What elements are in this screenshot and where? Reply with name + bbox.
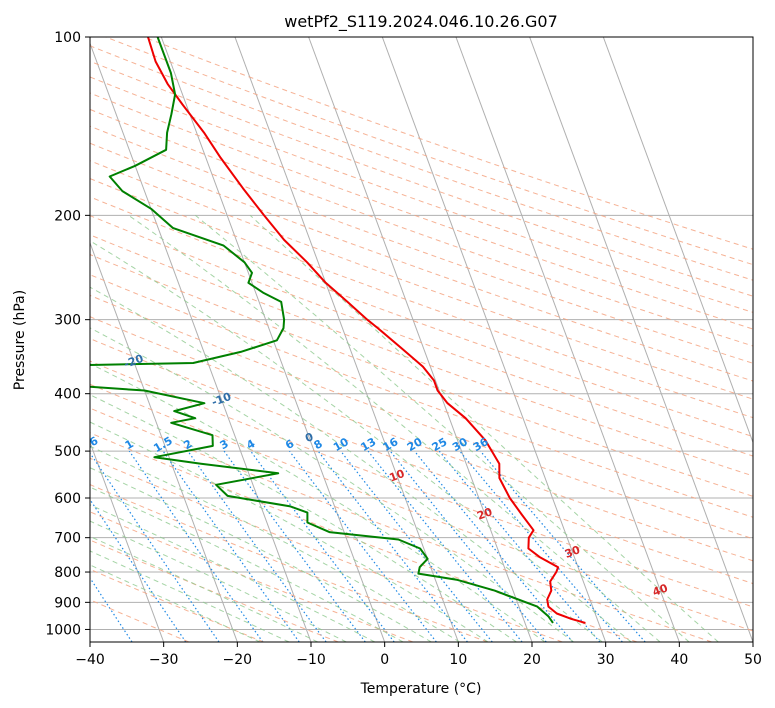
- dry-adiabat: [90, 316, 753, 562]
- mixing-ratio-line: [90, 576, 133, 642]
- isotherm-line: [602, 37, 753, 444]
- isotherm-line: [90, 241, 238, 642]
- plot-frame: [89, 36, 754, 643]
- mixing-ratio-label: 0.2: [0, 434, 19, 455]
- isotherm-label: -20: [122, 352, 145, 371]
- mixing-ratio-line: [223, 450, 366, 642]
- mixing-ratio-label: 0.6: [77, 434, 101, 455]
- moist-adiabat: [90, 564, 261, 642]
- isotherm-line: [90, 441, 165, 642]
- x-tick-label: 40: [670, 652, 688, 668]
- mixing-ratio-label: 6: [283, 437, 296, 452]
- isotherm-label: 20: [475, 505, 494, 523]
- mixing-ratio-label: 1: [123, 437, 136, 452]
- mixing-ratio-line: [187, 450, 327, 642]
- isotherm-line: [234, 37, 459, 642]
- mixing-ratio-line: [90, 451, 220, 642]
- y-tick-label: 800: [54, 565, 81, 581]
- mixing-ratio-label: 1.5: [151, 434, 174, 455]
- mixing-ratio-label: 4: [244, 437, 257, 452]
- x-tick-label: 20: [523, 652, 541, 668]
- x-tick-label: 0: [380, 652, 389, 668]
- dry-adiabat: [90, 599, 189, 642]
- dry-adiabat: [90, 160, 753, 400]
- dry-adiabat: [90, 108, 753, 347]
- moist-adiabat: [249, 214, 719, 642]
- moist-adiabat: [90, 421, 489, 642]
- series-layer: [90, 37, 586, 624]
- x-axis-label: Temperature (°C): [360, 681, 482, 697]
- y-tick-label: 400: [54, 387, 81, 403]
- dry-adiabat: [90, 484, 488, 642]
- x-tick-label: −40: [75, 652, 105, 668]
- grid-layer: [90, 37, 753, 642]
- x-tick-label: 30: [597, 652, 615, 668]
- adiabat-layer: [90, 37, 753, 642]
- y-tick-label: 100: [54, 30, 81, 46]
- isotherm-line: [160, 37, 386, 642]
- dry-adiabat: [90, 92, 753, 330]
- moist-adiabat: [90, 286, 603, 642]
- x-axis: −40 −30 −20 −10 0 10 20 30 40 50: [75, 642, 762, 668]
- dry-adiabat: [90, 457, 563, 642]
- dry-adiabat: [90, 338, 753, 585]
- isotherm-line: [529, 37, 753, 642]
- temperature-line: [147, 37, 586, 624]
- dry-adiabat: [90, 234, 753, 477]
- y-tick-label: 500: [54, 444, 81, 460]
- dry-adiabat: [90, 196, 753, 438]
- mixing-ratio-line: [438, 450, 601, 642]
- y-axis: 1000 900 800 700 600 500 400 300 200 100: [45, 30, 90, 638]
- isotherm-label: 10: [388, 467, 407, 485]
- moist-adiabat: [90, 504, 376, 642]
- moist-adiabat: [90, 467, 432, 642]
- isotherm-label: 40: [651, 581, 670, 599]
- mixing-ratio-line: [90, 498, 187, 642]
- mixing-ratio-line: [128, 450, 264, 642]
- isotherm-line: [381, 37, 607, 642]
- dewpoint-line: [90, 37, 554, 624]
- dry-adiabat: [90, 142, 753, 382]
- dry-adiabat: [90, 432, 638, 642]
- mixing-ratio-label: 3: [218, 437, 231, 452]
- y-tick-label: 900: [54, 595, 81, 611]
- y-axis-label: Pressure (hPa): [12, 290, 28, 390]
- mixing-ratio-line: [414, 450, 574, 642]
- mixing-ratio-line: [250, 450, 395, 642]
- x-tick-label: −20: [223, 652, 253, 668]
- isotherm-line: [308, 37, 533, 642]
- moist-adiabat: [90, 550, 290, 642]
- y-tick-label: 200: [54, 208, 81, 224]
- mixing-ratio-layer: [90, 450, 646, 642]
- moist-adiabat: [90, 240, 632, 642]
- mixing-ratio-line: [162, 450, 300, 642]
- mixing-ratio-line: [367, 450, 523, 642]
- moist-adiabat: [194, 214, 690, 642]
- isotherm-line: [455, 37, 680, 642]
- moist-adiabat: [90, 363, 546, 642]
- moist-adiabat: [90, 445, 460, 642]
- y-tick-label: 1000: [45, 622, 81, 638]
- x-tick-label: −30: [149, 652, 179, 668]
- isotherm-label: 30: [563, 543, 582, 561]
- moist-adiabat: [90, 486, 404, 642]
- x-tick-label: −10: [296, 652, 326, 668]
- y-tick-label: 700: [54, 531, 81, 547]
- moist-adiabat: [128, 214, 661, 642]
- chart-title: wetPf2_S119.2024.046.10.26.G07: [284, 12, 558, 32]
- dry-adiabat: [90, 60, 753, 297]
- x-tick-label: 10: [449, 652, 467, 668]
- dry-adiabat: [90, 360, 753, 608]
- y-tick-label: 600: [54, 491, 81, 507]
- x-tick-label: 50: [744, 652, 762, 668]
- moist-adiabat: [90, 394, 517, 642]
- dry-adiabat: [90, 568, 264, 642]
- moist-adiabat: [90, 520, 347, 642]
- dry-adiabat: [105, 37, 753, 266]
- moist-adiabat: [90, 327, 574, 642]
- dry-adiabat: [90, 407, 712, 642]
- mixing-ratio-line: [340, 450, 493, 642]
- y-tick-label: 300: [54, 313, 81, 329]
